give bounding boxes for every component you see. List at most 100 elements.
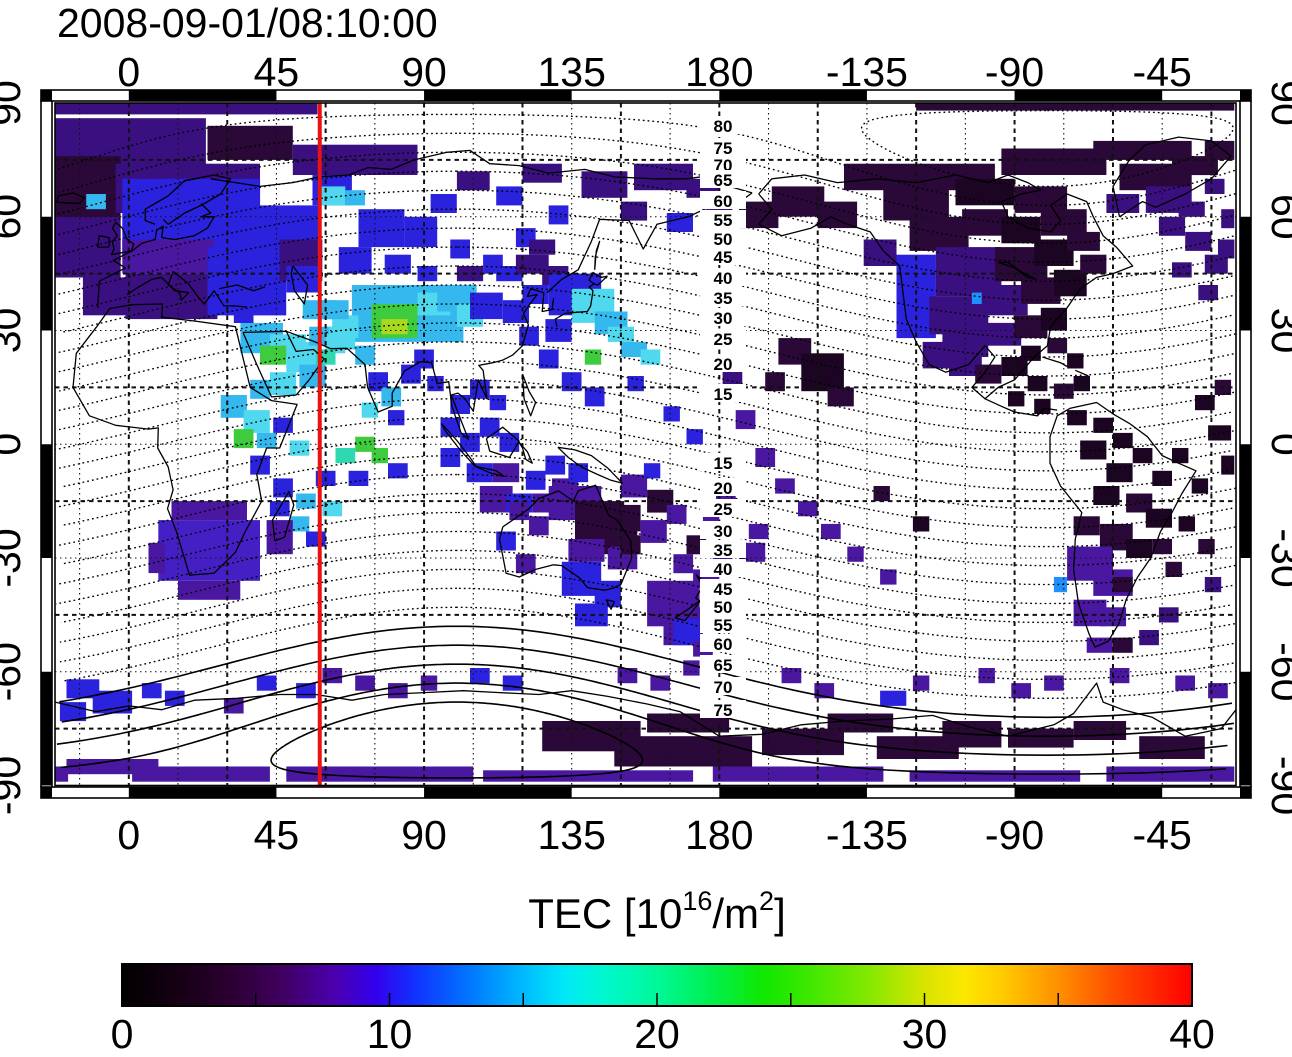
zebra-seg	[1240, 444, 1251, 558]
tec-patch	[266, 520, 293, 555]
coastline	[144, 174, 232, 225]
coastline	[72, 303, 298, 576]
tec-patch	[1067, 410, 1087, 426]
tec-patch	[260, 345, 287, 365]
tec-patch	[873, 486, 890, 502]
contour-label-box	[700, 499, 746, 517]
contour-line	[55, 341, 1231, 434]
lat-tick-label-left: 60	[0, 194, 29, 240]
contour-line	[58, 398, 1234, 491]
contour-line	[61, 417, 1236, 510]
contour-label: 20	[714, 355, 733, 374]
coastline	[541, 292, 555, 313]
contour-line	[61, 492, 1236, 586]
contour-label: 15	[714, 385, 733, 404]
lon-tick-label-bottom: 135	[537, 812, 605, 858]
tec-patch	[814, 683, 835, 699]
contour-label-box	[700, 579, 746, 597]
coastline	[286, 288, 544, 440]
contour-label: 25	[714, 330, 733, 349]
lat-tick-label-right: 60	[1263, 194, 1292, 240]
contour-label-box	[700, 540, 746, 558]
tec-patch	[489, 395, 507, 411]
lat-tick-label-left: 30	[0, 308, 29, 354]
colorbar-tick-label: 0	[111, 1011, 134, 1057]
tec-patch	[1080, 254, 1107, 274]
zebra-seg	[1014, 90, 1163, 101]
coastline	[984, 398, 1058, 417]
tec-patch	[620, 474, 648, 498]
tec-patch	[801, 353, 844, 392]
tec-patch	[348, 470, 369, 486]
tec-patch	[545, 455, 566, 475]
tec-patch	[1139, 630, 1159, 646]
zebra-corner	[1240, 90, 1251, 101]
coastline	[518, 441, 533, 464]
tec-patch	[912, 675, 930, 691]
tec-patch	[584, 349, 602, 365]
tec-patch	[515, 554, 536, 574]
tec-patch	[430, 194, 457, 213]
tec-patch	[529, 516, 549, 536]
tec-patch	[450, 239, 470, 259]
tec-patch	[207, 125, 293, 160]
tec-patch	[496, 186, 523, 206]
coastline	[758, 174, 1134, 400]
tec-patch	[1198, 539, 1215, 555]
tec-patch	[686, 429, 703, 445]
contour-line	[56, 663, 1228, 757]
tec-patch	[1067, 231, 1100, 251]
coastline	[126, 271, 247, 308]
tec-patch	[470, 292, 503, 320]
tec-patch	[338, 247, 372, 274]
contour-line	[55, 303, 1231, 396]
lat-tick-label-left: 0	[0, 433, 29, 456]
tec-patch	[515, 254, 549, 274]
contour-line	[270, 701, 644, 779]
lon-tick-label-top: -135	[826, 49, 908, 95]
tec-patch	[220, 395, 247, 418]
tec-patch	[388, 410, 405, 426]
tec-patch	[1008, 728, 1074, 748]
tec-patch	[771, 186, 825, 217]
contour-label: 40	[714, 560, 733, 579]
tec-patch	[417, 266, 438, 282]
tec-patch	[1221, 455, 1235, 475]
tec-patch	[1191, 478, 1209, 494]
contour-label-box	[700, 615, 746, 633]
contour-label: 55	[714, 211, 733, 230]
tec-patch	[440, 448, 461, 467]
zebra-seg	[41, 444, 52, 558]
contour-line	[58, 360, 1234, 453]
tec-patch	[355, 345, 375, 365]
tec-patch	[1044, 675, 1064, 691]
tec-patch	[355, 675, 375, 691]
contour-label-box	[700, 191, 746, 209]
tec-patch	[880, 569, 897, 585]
lat-tick-label-left: -60	[0, 642, 29, 701]
tec-patch	[981, 285, 1028, 316]
tec-patch	[361, 402, 379, 418]
zebra-seg	[424, 787, 572, 798]
tec-patch	[1093, 486, 1120, 505]
map-area: 8075706560555045403530252015152025303540…	[55, 103, 1236, 786]
tec-patch	[148, 542, 165, 574]
tec-patch	[384, 254, 411, 274]
contour-label-box	[700, 634, 746, 652]
contour-label-box	[700, 478, 746, 496]
contour-line	[58, 284, 1234, 377]
tec-patch	[1073, 376, 1090, 392]
tec-patch	[620, 341, 648, 358]
tec-patch	[1027, 376, 1048, 392]
tec-patch	[66, 679, 100, 699]
zebra-corner	[41, 787, 52, 798]
tec-patch	[1221, 209, 1235, 229]
colorbar-title: TEC [1016/m2]	[528, 886, 786, 937]
coastline	[1075, 369, 1089, 377]
contour-label: 40	[714, 269, 733, 288]
contour-label: 60	[714, 192, 733, 211]
tec-patch	[1208, 683, 1228, 699]
tec-patch	[627, 376, 644, 392]
contour-line	[61, 606, 1236, 699]
